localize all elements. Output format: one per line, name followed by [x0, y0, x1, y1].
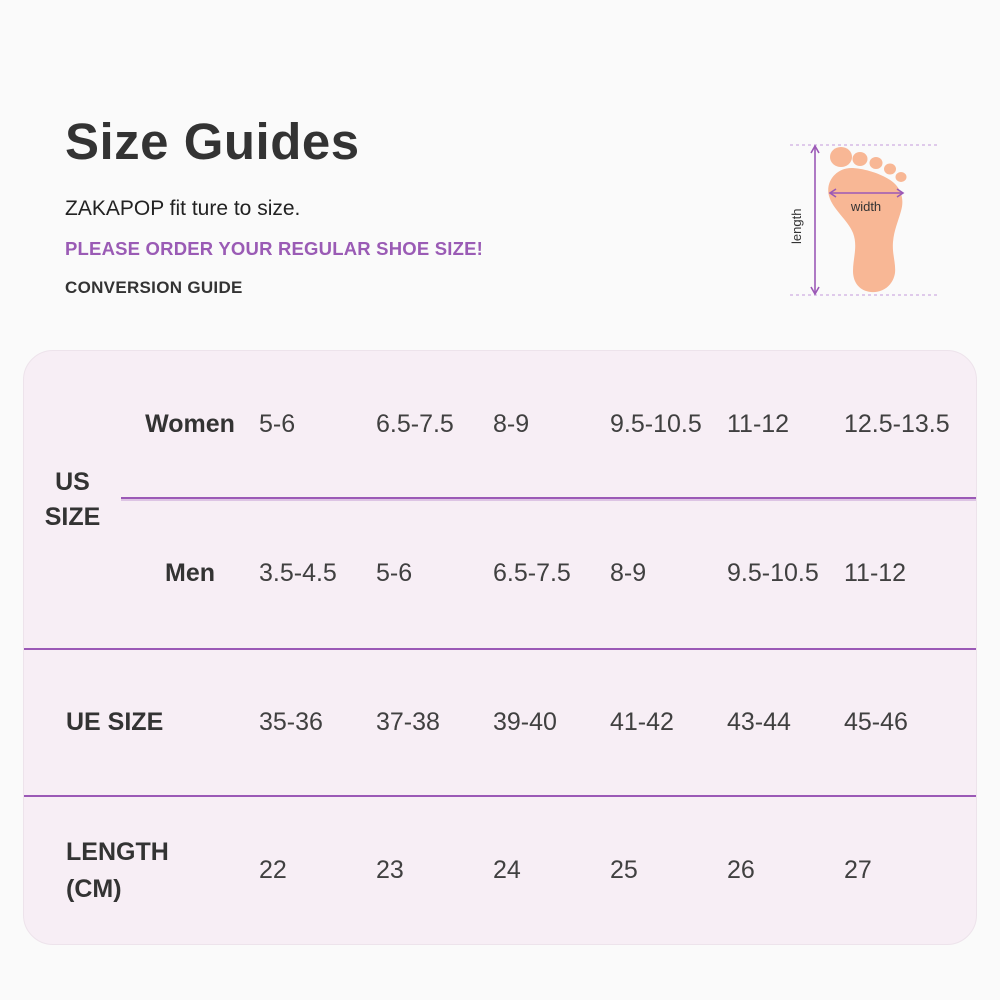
- ue-size-cell: 39-40: [493, 708, 610, 737]
- men-row: Men 3.5-4.5 5-6 6.5-7.5 8-9 9.5-10.5 11-…: [121, 499, 976, 648]
- ue-size-row: UE SIZE 35-36 37-38 39-40 41-42 43-44 45…: [24, 648, 976, 795]
- women-size-cell: 9.5-10.5: [610, 410, 727, 439]
- women-size-cell: 6.5-7.5: [376, 410, 493, 439]
- women-label: Women: [121, 410, 259, 439]
- us-size-section: US SIZE Women 5-6 6.5-7.5 8-9 9.5-10.5 1…: [24, 351, 976, 648]
- us-size-label-column: US SIZE: [24, 351, 121, 648]
- ue-size-cell: 41-42: [610, 708, 727, 737]
- footprint-shape: [828, 147, 906, 292]
- ue-size-cell: 37-38: [376, 708, 493, 737]
- ue-size-cell: 43-44: [727, 708, 844, 737]
- women-size-cell: 11-12: [727, 410, 844, 439]
- men-label: Men: [121, 559, 259, 588]
- fit-note: ZAKAPOP fit ture to size.: [65, 197, 705, 221]
- header: Size Guides ZAKAPOP fit ture to size. PL…: [65, 114, 705, 298]
- length-cell: 27: [844, 856, 961, 885]
- women-size-cell: 12.5-13.5: [844, 410, 961, 439]
- length-arrow: [811, 146, 819, 294]
- width-label: width: [850, 199, 881, 214]
- length-cm-label: LENGTH (CM): [24, 834, 259, 907]
- order-note: PLEASE ORDER YOUR REGULAR SHOE SIZE!: [65, 238, 705, 260]
- page-title: Size Guides: [65, 114, 705, 170]
- men-size-cell: 9.5-10.5: [727, 559, 844, 588]
- length-cell: 23: [376, 856, 493, 885]
- men-size-cell: 6.5-7.5: [493, 559, 610, 588]
- foot-diagram-svg: length width: [775, 130, 945, 310]
- us-size-label: US SIZE: [41, 465, 105, 535]
- length-cell: 24: [493, 856, 610, 885]
- size-conversion-table: US SIZE Women 5-6 6.5-7.5 8-9 9.5-10.5 1…: [23, 350, 977, 945]
- conversion-guide-label: CONVERSION GUIDE: [65, 278, 705, 298]
- us-size-subrows: Women 5-6 6.5-7.5 8-9 9.5-10.5 11-12 12.…: [121, 351, 976, 648]
- ue-size-cell: 35-36: [259, 708, 376, 737]
- length-cell: 25: [610, 856, 727, 885]
- size-guide-page: Size Guides ZAKAPOP fit ture to size. PL…: [0, 0, 1000, 1000]
- length-cell: 22: [259, 856, 376, 885]
- length-label: length: [789, 209, 804, 244]
- women-size-cell: 8-9: [493, 410, 610, 439]
- women-row: Women 5-6 6.5-7.5 8-9 9.5-10.5 11-12 12.…: [121, 351, 976, 497]
- ue-size-cell: 45-46: [844, 708, 961, 737]
- men-size-cell: 8-9: [610, 559, 727, 588]
- men-size-cell: 3.5-4.5: [259, 559, 376, 588]
- length-cell: 26: [727, 856, 844, 885]
- men-size-cell: 11-12: [844, 559, 961, 588]
- women-size-cell: 5-6: [259, 410, 376, 439]
- ue-size-label: UE SIZE: [24, 704, 259, 740]
- length-row: LENGTH (CM) 22 23 24 25 26 27: [24, 795, 976, 944]
- foot-measurement-diagram: length width: [775, 130, 945, 310]
- men-size-cell: 5-6: [376, 559, 493, 588]
